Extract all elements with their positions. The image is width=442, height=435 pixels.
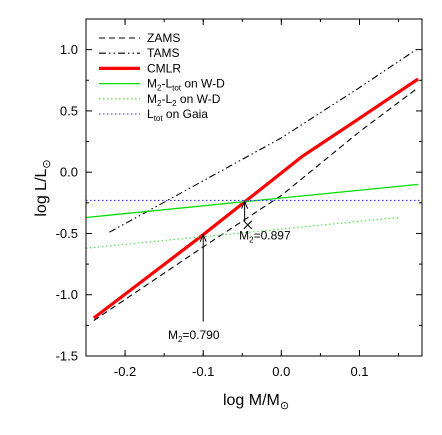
legend-label-1: TAMS — [147, 46, 179, 60]
plot-frame — [85, 18, 423, 357]
legend-label-3: M2-Ltot on W-D — [147, 77, 225, 93]
y-axis-label: log L/L⊙ — [33, 159, 53, 216]
series-line-1 — [109, 47, 419, 233]
legend-label-4: M2-L2 on W-D — [147, 92, 221, 108]
y-tick-label: 0.5 — [60, 103, 78, 118]
series-line-0 — [93, 87, 419, 321]
legend-label-0: ZAMS — [147, 31, 180, 45]
x-axis-label: log M/M⊙ — [223, 392, 289, 412]
legend-label-2: CMLR — [147, 61, 181, 75]
x-tick-label: 0.1 — [350, 364, 368, 379]
annotation-arrowhead-0 — [199, 233, 207, 242]
series-line-4 — [86, 216, 399, 249]
annotation-label-1: M2=0.897 — [239, 228, 291, 244]
x-tick-label: -0.1 — [192, 364, 214, 379]
x-marker — [243, 220, 253, 230]
annotation-arrowhead-1 — [241, 200, 249, 209]
y-tick-label: 0.0 — [60, 165, 78, 180]
series-line-3 — [86, 183, 419, 219]
ticks-layer: -0.2 -0.1 0.0 0.1 -1.5 -1.0 -0.5 0.0 0.5 1.0 — [56, 18, 422, 379]
y-tick-label: 1.0 — [60, 42, 78, 57]
y-tick-label: -1.5 — [56, 349, 78, 364]
annotation-label-0: M2=0.790 — [168, 328, 220, 344]
annotations-layer: M2=0.790 M2=0.897 — [168, 200, 291, 344]
series-line-2 — [92, 77, 419, 320]
x-tick-label: -0.2 — [114, 364, 136, 379]
y-tick-label: -0.5 — [56, 226, 78, 241]
series-layer — [86, 47, 422, 321]
legend-label-5: Ltot on Gaia — [147, 107, 208, 123]
y-tick-label: -1.0 — [56, 287, 78, 302]
x-tick-label: 0.0 — [272, 364, 290, 379]
